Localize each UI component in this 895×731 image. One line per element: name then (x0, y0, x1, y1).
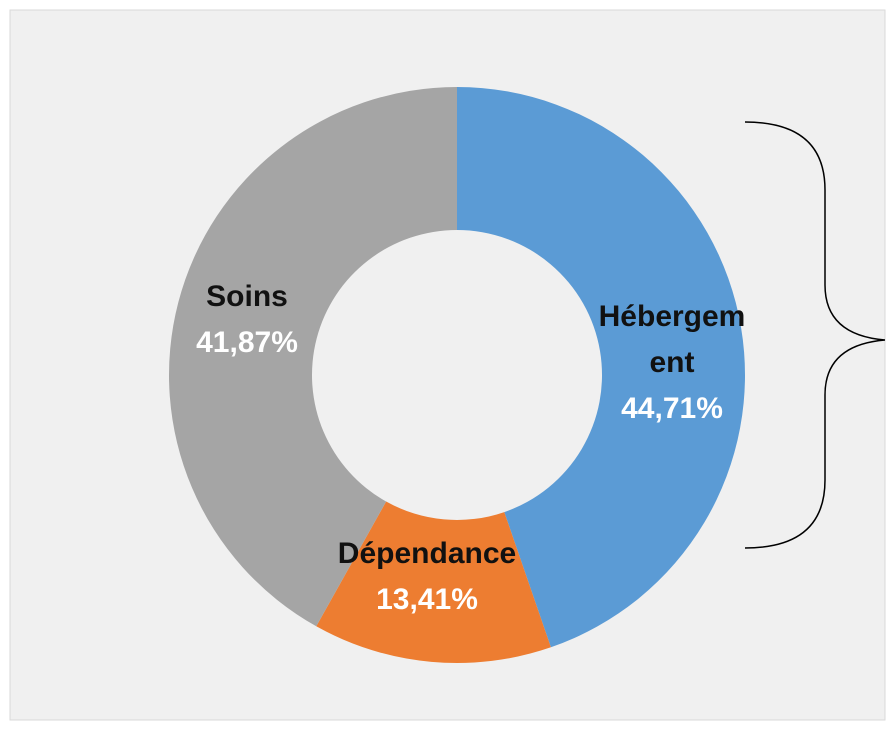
slice-label: Dépendance 13,41% (338, 531, 516, 623)
value-label: 41,87% (196, 326, 298, 359)
category-label: Hébergement (598, 300, 746, 379)
donut-slice (316, 501, 551, 663)
category-label: Dépendance (337, 537, 517, 570)
brace (744, 121, 886, 549)
donut-slice (169, 87, 457, 627)
value-label: 44,71% (621, 392, 723, 425)
slice-label: Soins 41,87% (196, 274, 298, 366)
slice-label: Hébergement 44,71% (597, 294, 747, 432)
value-label: 13,41% (376, 583, 478, 616)
category-label: Soins (206, 280, 288, 313)
donut-slice (457, 87, 746, 648)
